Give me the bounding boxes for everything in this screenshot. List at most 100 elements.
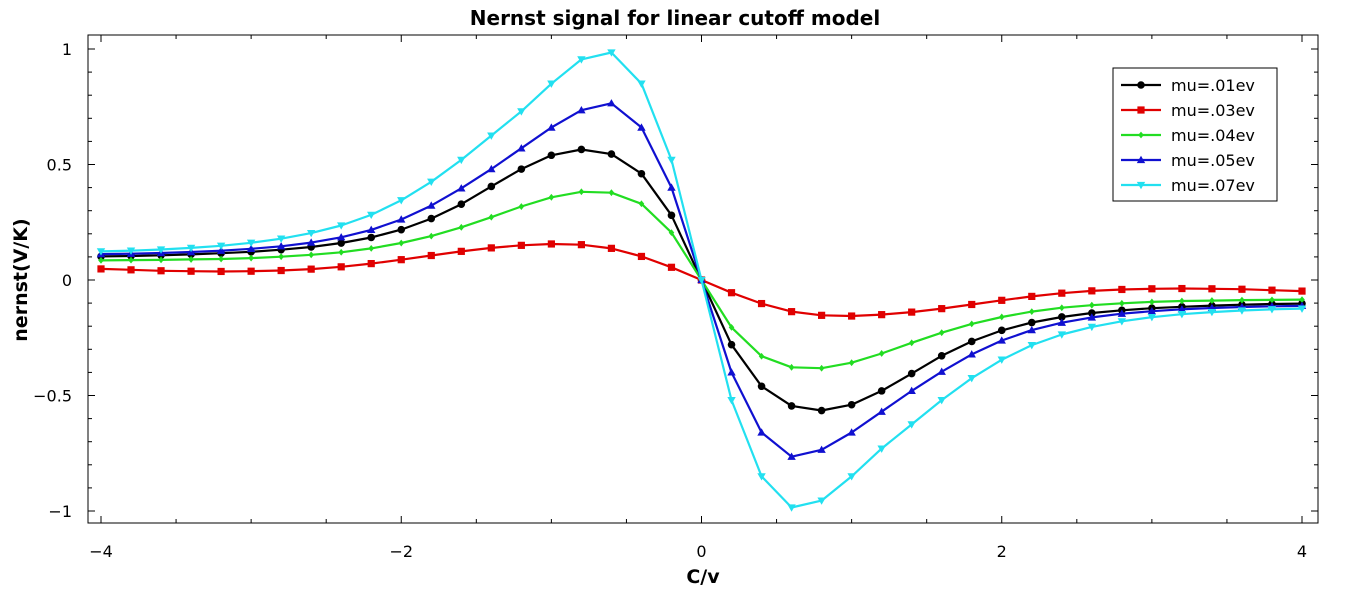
data-point [727, 368, 736, 376]
data-point [607, 49, 616, 57]
data-point [937, 351, 946, 360]
data-point [817, 497, 826, 505]
data-point [847, 428, 856, 436]
data-point [1298, 287, 1306, 295]
data-point [1057, 331, 1066, 339]
data-point [1149, 298, 1155, 306]
data-point [908, 308, 916, 316]
legend-label: mu=.07ev [1171, 176, 1255, 195]
data-point [276, 242, 286, 250]
data-point [458, 223, 465, 231]
y-tick-label: 0 [62, 271, 72, 290]
data-point [1089, 301, 1095, 309]
data-point [637, 123, 646, 131]
data-point [457, 156, 466, 165]
data-point [548, 193, 555, 201]
data-point [187, 267, 195, 275]
data-point [1058, 313, 1066, 321]
data-point [788, 363, 795, 371]
data-point [1239, 296, 1245, 304]
data-point [1208, 285, 1216, 293]
y-tick-label: 0.5 [47, 156, 72, 175]
x-tick-label: −2 [389, 542, 413, 561]
data-point [427, 178, 436, 187]
data-point [337, 239, 346, 247]
data-point [968, 300, 976, 309]
data-point [667, 183, 676, 191]
data-point [158, 256, 164, 264]
data-point [757, 473, 766, 481]
data-point [306, 238, 316, 246]
data-point [577, 56, 586, 64]
x-tick-label: −4 [89, 542, 113, 561]
data-point [907, 386, 916, 395]
data-point [907, 369, 916, 378]
data-point [156, 246, 166, 254]
data-point [1238, 285, 1246, 293]
data-point [638, 200, 645, 208]
data-point [487, 164, 496, 173]
data-point [517, 144, 526, 152]
data-point [818, 311, 826, 319]
data-point [278, 253, 284, 261]
data-point [427, 201, 436, 209]
legend-label: mu=.04ev [1171, 126, 1255, 145]
data-point [487, 182, 496, 191]
data-point [847, 400, 856, 409]
data-point [518, 203, 525, 210]
data-point [427, 214, 436, 223]
data-point [1297, 305, 1307, 313]
data-point [577, 106, 586, 114]
data-point [1057, 318, 1066, 326]
data-point [878, 311, 886, 319]
data-point [1267, 306, 1277, 314]
data-point [998, 296, 1006, 304]
data-point [457, 200, 466, 209]
data-point [1269, 296, 1275, 304]
data-point [1117, 309, 1127, 317]
data-point [818, 364, 825, 372]
x-axis-label: C/v [686, 566, 720, 588]
data-point [246, 239, 256, 248]
x-tick-label: 2 [997, 542, 1007, 561]
data-point [817, 406, 826, 415]
data-point [308, 251, 314, 259]
data-point [847, 473, 856, 481]
data-point [306, 229, 316, 238]
legend: mu=.01ev mu=.03ev mu=.04ev mu=.05ev mu=.07ev [1112, 67, 1278, 202]
data-point [427, 251, 435, 260]
data-point [307, 265, 315, 273]
data-point [727, 396, 736, 405]
data-point [787, 402, 796, 410]
data-point [397, 215, 406, 223]
data-point [157, 267, 165, 275]
data-point [998, 313, 1005, 321]
data-point [938, 305, 946, 313]
data-point [787, 452, 796, 460]
data-point [1027, 318, 1036, 327]
data-point [578, 188, 585, 196]
legend-label: mu=.01ev [1171, 76, 1255, 95]
data-point [96, 248, 106, 256]
data-point [1207, 308, 1217, 317]
data-point [1119, 299, 1125, 307]
legend-marker [1137, 106, 1145, 114]
x-tick-label: 4 [1297, 542, 1307, 561]
data-point [1147, 306, 1157, 315]
y-axis-label: nernst(V/K) [10, 218, 32, 341]
chart-title: Nernst signal for linear cutoff model [470, 6, 880, 30]
data-point [848, 359, 855, 367]
data-point [1179, 297, 1185, 305]
data-point [338, 248, 344, 256]
data-point [397, 225, 406, 234]
y-tick-label: −0.5 [33, 387, 72, 406]
x-tick-label: 0 [696, 542, 706, 561]
data-point [367, 211, 376, 220]
data-point [1059, 304, 1065, 312]
data-point [128, 256, 134, 264]
data-point [608, 189, 615, 197]
data-point [1028, 292, 1036, 301]
data-point [367, 233, 376, 242]
data-point [337, 222, 346, 230]
data-point [577, 145, 586, 154]
